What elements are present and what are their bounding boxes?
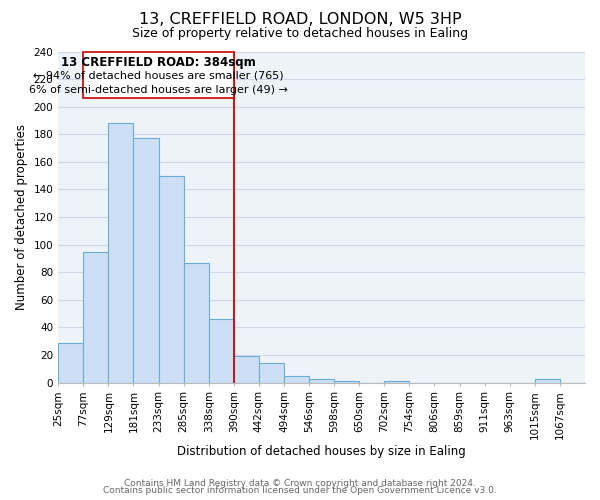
Bar (83, 52, 234, 98)
Bar (184, 262, 209, 382)
Bar (234, 356, 259, 382)
Bar (133, 138, 158, 382)
Bar (109, 124, 133, 382)
Bar (158, 176, 184, 382)
Text: Contains HM Land Registry data © Crown copyright and database right 2024.: Contains HM Land Registry data © Crown c… (124, 478, 476, 488)
Bar (209, 319, 234, 382)
Bar (58, 342, 83, 382)
Text: 13 CREFFIELD ROAD: 384sqm: 13 CREFFIELD ROAD: 384sqm (61, 56, 256, 68)
Text: Contains public sector information licensed under the Open Government Licence v3: Contains public sector information licen… (103, 486, 497, 495)
Bar (535, 378, 560, 382)
Bar (83, 252, 109, 382)
Y-axis label: Number of detached properties: Number of detached properties (15, 124, 28, 310)
Bar (309, 378, 334, 382)
Text: ← 94% of detached houses are smaller (765): ← 94% of detached houses are smaller (76… (33, 70, 284, 80)
Bar (284, 376, 309, 382)
X-axis label: Distribution of detached houses by size in Ealing: Distribution of detached houses by size … (177, 444, 466, 458)
Bar (259, 364, 284, 382)
Text: Size of property relative to detached houses in Ealing: Size of property relative to detached ho… (132, 28, 468, 40)
Text: 6% of semi-detached houses are larger (49) →: 6% of semi-detached houses are larger (4… (29, 84, 288, 94)
Text: 13, CREFFIELD ROAD, LONDON, W5 3HP: 13, CREFFIELD ROAD, LONDON, W5 3HP (139, 12, 461, 28)
